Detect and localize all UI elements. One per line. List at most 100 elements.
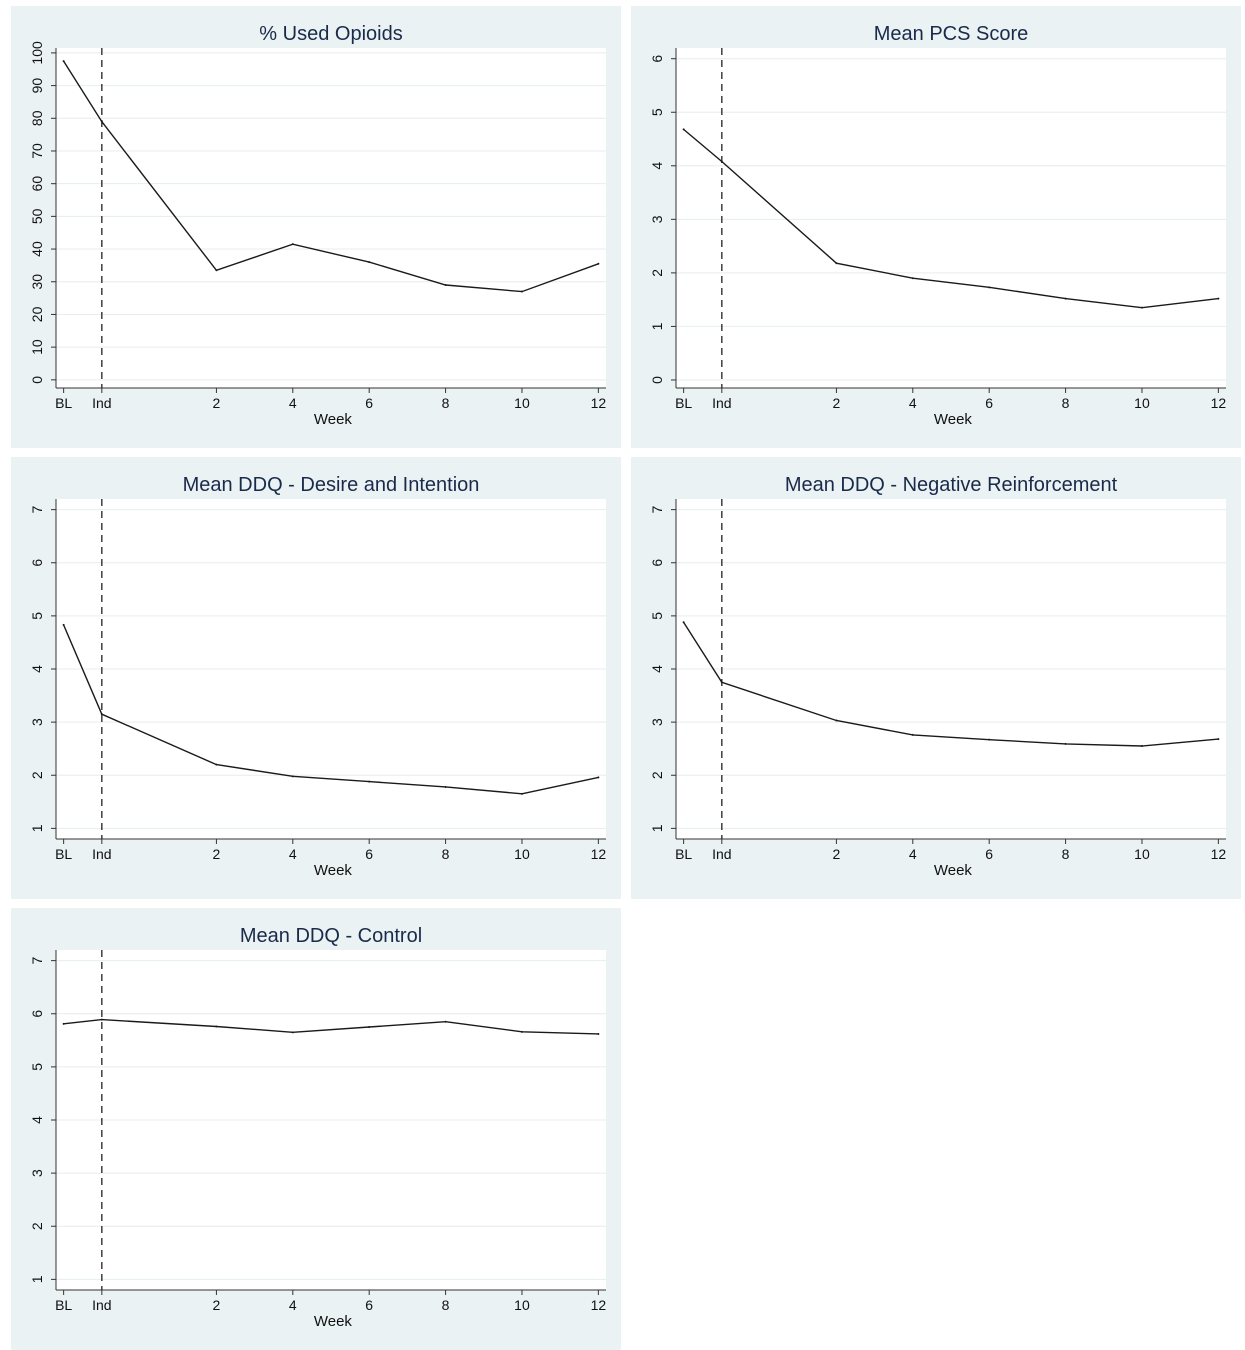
x-tick-label: Ind [92,846,111,862]
data-point [368,1026,371,1029]
y-tick-label: 7 [29,506,45,514]
chart-title: Mean PCS Score [874,23,1029,45]
x-axis-label: Week [314,1313,353,1330]
data-point [100,1018,103,1021]
y-tick-label: 5 [29,1063,45,1071]
y-tick-label: 7 [29,957,45,965]
data-point [291,1031,294,1034]
y-tick-label: 5 [29,612,45,620]
data-point [62,1022,65,1025]
y-tick-label: 1 [29,1275,45,1283]
plot-area [56,48,606,388]
data-point [215,1025,218,1028]
chart-title: Mean DDQ - Control [240,925,422,947]
y-tick-label: 5 [649,108,665,116]
x-tick-label: 10 [514,846,530,862]
x-tick-label: 4 [289,846,297,862]
y-tick-label: 3 [29,1169,45,1177]
data-point [444,1020,447,1023]
plot-area [676,48,1226,388]
y-tick-label: 30 [29,274,45,290]
x-tick-label: 4 [909,846,917,862]
y-tick-label: 2 [649,771,665,779]
data-point [988,286,991,289]
y-tick-label: 100 [29,41,45,65]
data-point [911,733,914,736]
chart-title: Mean DDQ - Desire and Intention [183,474,480,496]
y-tick-label: 6 [649,55,665,63]
x-tick-label: 4 [909,395,917,411]
data-point [720,681,723,684]
data-point [62,623,65,626]
series-line [63,60,599,293]
data-point [444,284,447,287]
x-tick-label: 8 [442,395,450,411]
y-tick-label: 6 [29,1010,45,1018]
y-tick-label: 1 [649,322,665,330]
x-tick-label: 12 [1211,395,1227,411]
data-point [682,621,685,624]
x-tick-label: 6 [985,846,993,862]
y-tick-label: 0 [649,376,665,384]
x-tick-label: BL [675,395,692,411]
x-tick-label: Ind [92,395,111,411]
x-tick-label: 12 [1211,846,1227,862]
x-tick-label: 4 [289,1297,297,1313]
y-tick-label: 10 [29,339,45,355]
data-point [62,60,65,63]
y-tick-label: 6 [29,559,45,567]
x-tick-label: 8 [1062,395,1070,411]
x-tick-label: BL [55,846,72,862]
data-point [444,785,447,788]
data-point [368,780,371,783]
y-tick-label: 3 [649,718,665,726]
data-point [1217,297,1220,300]
y-tick-label: 4 [649,162,665,170]
chart-panel-ddq-desire: 1 2 3 4 5 6 7 BL Ind 2 4 6 8 10 12 Mean DDQ - Desire an… [11,457,621,899]
x-tick-label: 10 [514,1297,530,1313]
x-axis-label: Week [934,411,973,428]
data-point [720,160,723,163]
y-tick-label: 60 [29,176,45,192]
data-point [1064,742,1067,745]
y-tick-label: 2 [29,771,45,779]
y-tick-label: 50 [29,208,45,224]
x-tick-label: 6 [365,395,373,411]
y-tick-label: 5 [649,612,665,620]
data-point [597,1032,600,1035]
y-tick-label: 90 [29,78,45,94]
x-tick-label: Ind [712,395,731,411]
y-tick-label: 7 [649,506,665,514]
chart-title: % Used Opioids [259,23,402,45]
data-point [1064,297,1067,300]
x-tick-label: 12 [591,846,607,862]
x-tick-label: 8 [442,846,450,862]
data-point [1140,306,1143,309]
x-tick-label: BL [55,395,72,411]
chart-svg: 0 10 20 30 40 50 60 70 80 90 100 BL Ind 2 4 6 8 10 12 % Use… [29,23,607,428]
data-point [835,719,838,722]
y-tick-label: 0 [29,376,45,384]
x-tick-label: 2 [213,846,221,862]
y-tick-label: 4 [649,665,665,673]
series-line [683,128,1219,309]
chart-panel-pcs: 0 1 2 3 4 5 6 BL Ind 2 4 6 8 10 12 Mean PCS Score Week [631,6,1241,448]
data-point [291,243,294,246]
y-tick-label: 70 [29,143,45,159]
data-point [682,128,685,131]
y-tick-label: 1 [29,824,45,832]
data-point [215,763,218,766]
data-point [100,713,103,716]
x-axis-label: Week [314,411,353,428]
y-tick-label: 2 [649,269,665,277]
chart-panel-ddq-negative: 1 2 3 4 5 6 7 BL Ind 2 4 6 8 10 12 Mean DDQ - Negative … [631,457,1241,899]
y-tick-label: 4 [29,665,45,673]
x-tick-label: 12 [591,395,607,411]
x-tick-label: BL [675,846,692,862]
y-tick-label: 3 [649,215,665,223]
x-tick-label: 8 [442,1297,450,1313]
